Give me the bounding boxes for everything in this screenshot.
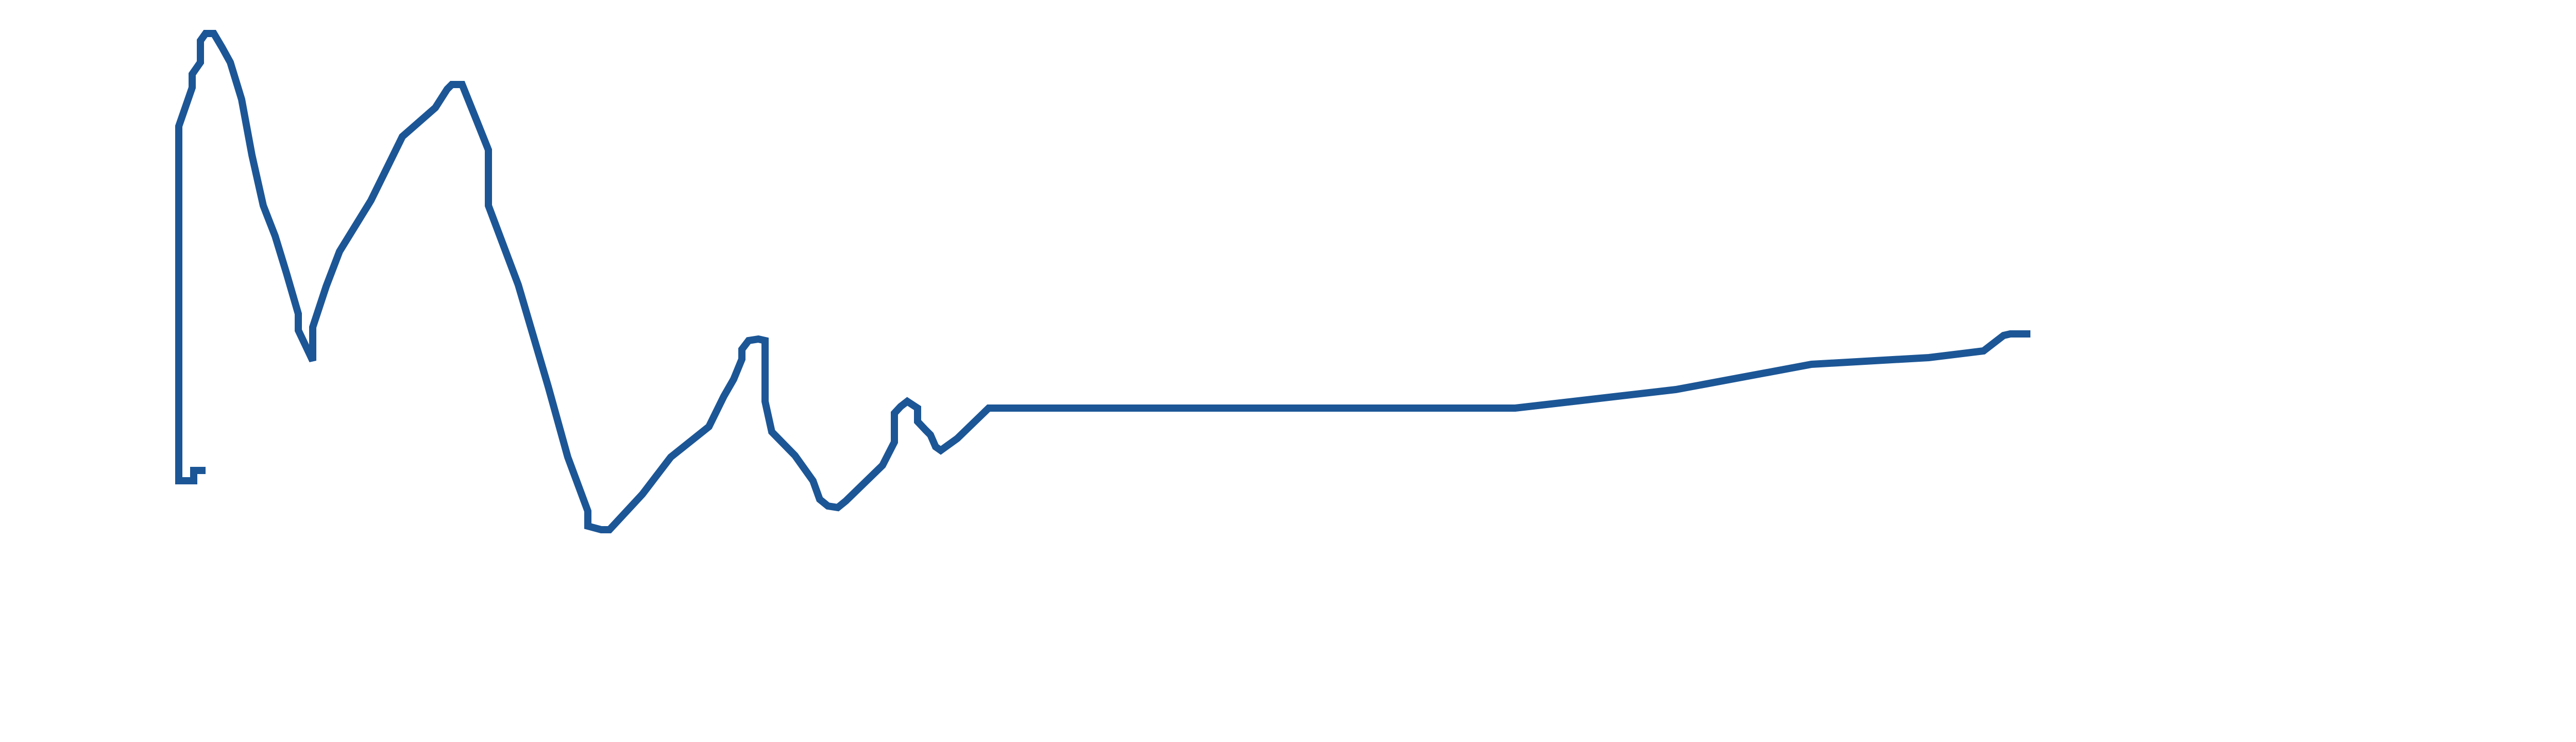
data-line <box>175 30 2030 533</box>
